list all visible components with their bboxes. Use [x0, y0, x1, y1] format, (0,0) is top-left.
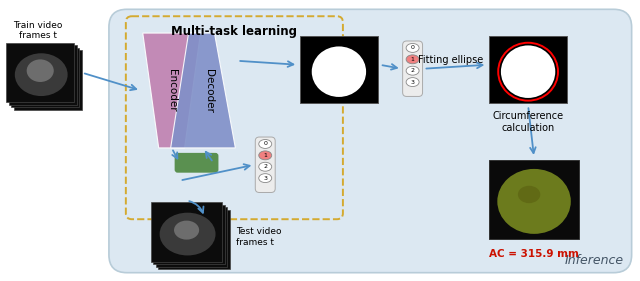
Text: Inference: Inference: [564, 254, 623, 267]
Ellipse shape: [259, 174, 272, 183]
Text: 2: 2: [411, 68, 415, 73]
Ellipse shape: [159, 213, 216, 255]
FancyBboxPatch shape: [255, 137, 275, 192]
Text: Circumference
calculation: Circumference calculation: [493, 111, 564, 133]
Ellipse shape: [259, 139, 272, 148]
Bar: [156, 207, 227, 267]
Polygon shape: [171, 33, 236, 148]
Text: 2: 2: [263, 164, 268, 169]
Text: Test video
frames t: Test video frames t: [236, 227, 282, 247]
Text: 1: 1: [263, 153, 267, 158]
Bar: [153, 205, 225, 264]
Ellipse shape: [497, 169, 571, 234]
Ellipse shape: [406, 55, 419, 64]
Ellipse shape: [174, 221, 199, 240]
Text: 0: 0: [263, 141, 267, 146]
Text: AC = 315.9 mm: AC = 315.9 mm: [489, 249, 579, 259]
Text: Multi-task learning: Multi-task learning: [172, 25, 298, 38]
FancyBboxPatch shape: [175, 153, 218, 173]
Ellipse shape: [312, 46, 366, 97]
Ellipse shape: [15, 53, 68, 96]
Text: 3: 3: [411, 80, 415, 85]
Polygon shape: [143, 33, 200, 148]
Bar: [300, 36, 378, 103]
FancyBboxPatch shape: [109, 9, 632, 273]
Bar: [489, 160, 579, 239]
FancyBboxPatch shape: [403, 41, 422, 96]
Text: 1: 1: [411, 57, 415, 62]
Ellipse shape: [406, 44, 419, 52]
Bar: [489, 36, 567, 103]
Ellipse shape: [27, 59, 54, 82]
Text: Encoder: Encoder: [166, 69, 177, 112]
Bar: [151, 202, 223, 262]
Ellipse shape: [518, 186, 540, 203]
Ellipse shape: [406, 66, 419, 75]
Ellipse shape: [259, 162, 272, 171]
Text: 0: 0: [411, 46, 415, 50]
Bar: [9, 46, 77, 105]
Text: Decoder: Decoder: [205, 69, 214, 112]
Text: Fitting ellipse: Fitting ellipse: [419, 55, 484, 65]
Text: Train video
frames t: Train video frames t: [13, 21, 63, 40]
Bar: [158, 210, 230, 269]
Ellipse shape: [259, 151, 272, 160]
Bar: [12, 48, 79, 107]
Text: 3: 3: [263, 176, 268, 181]
Bar: [6, 43, 74, 102]
Ellipse shape: [406, 78, 419, 87]
Ellipse shape: [501, 46, 556, 98]
Bar: [14, 50, 81, 110]
